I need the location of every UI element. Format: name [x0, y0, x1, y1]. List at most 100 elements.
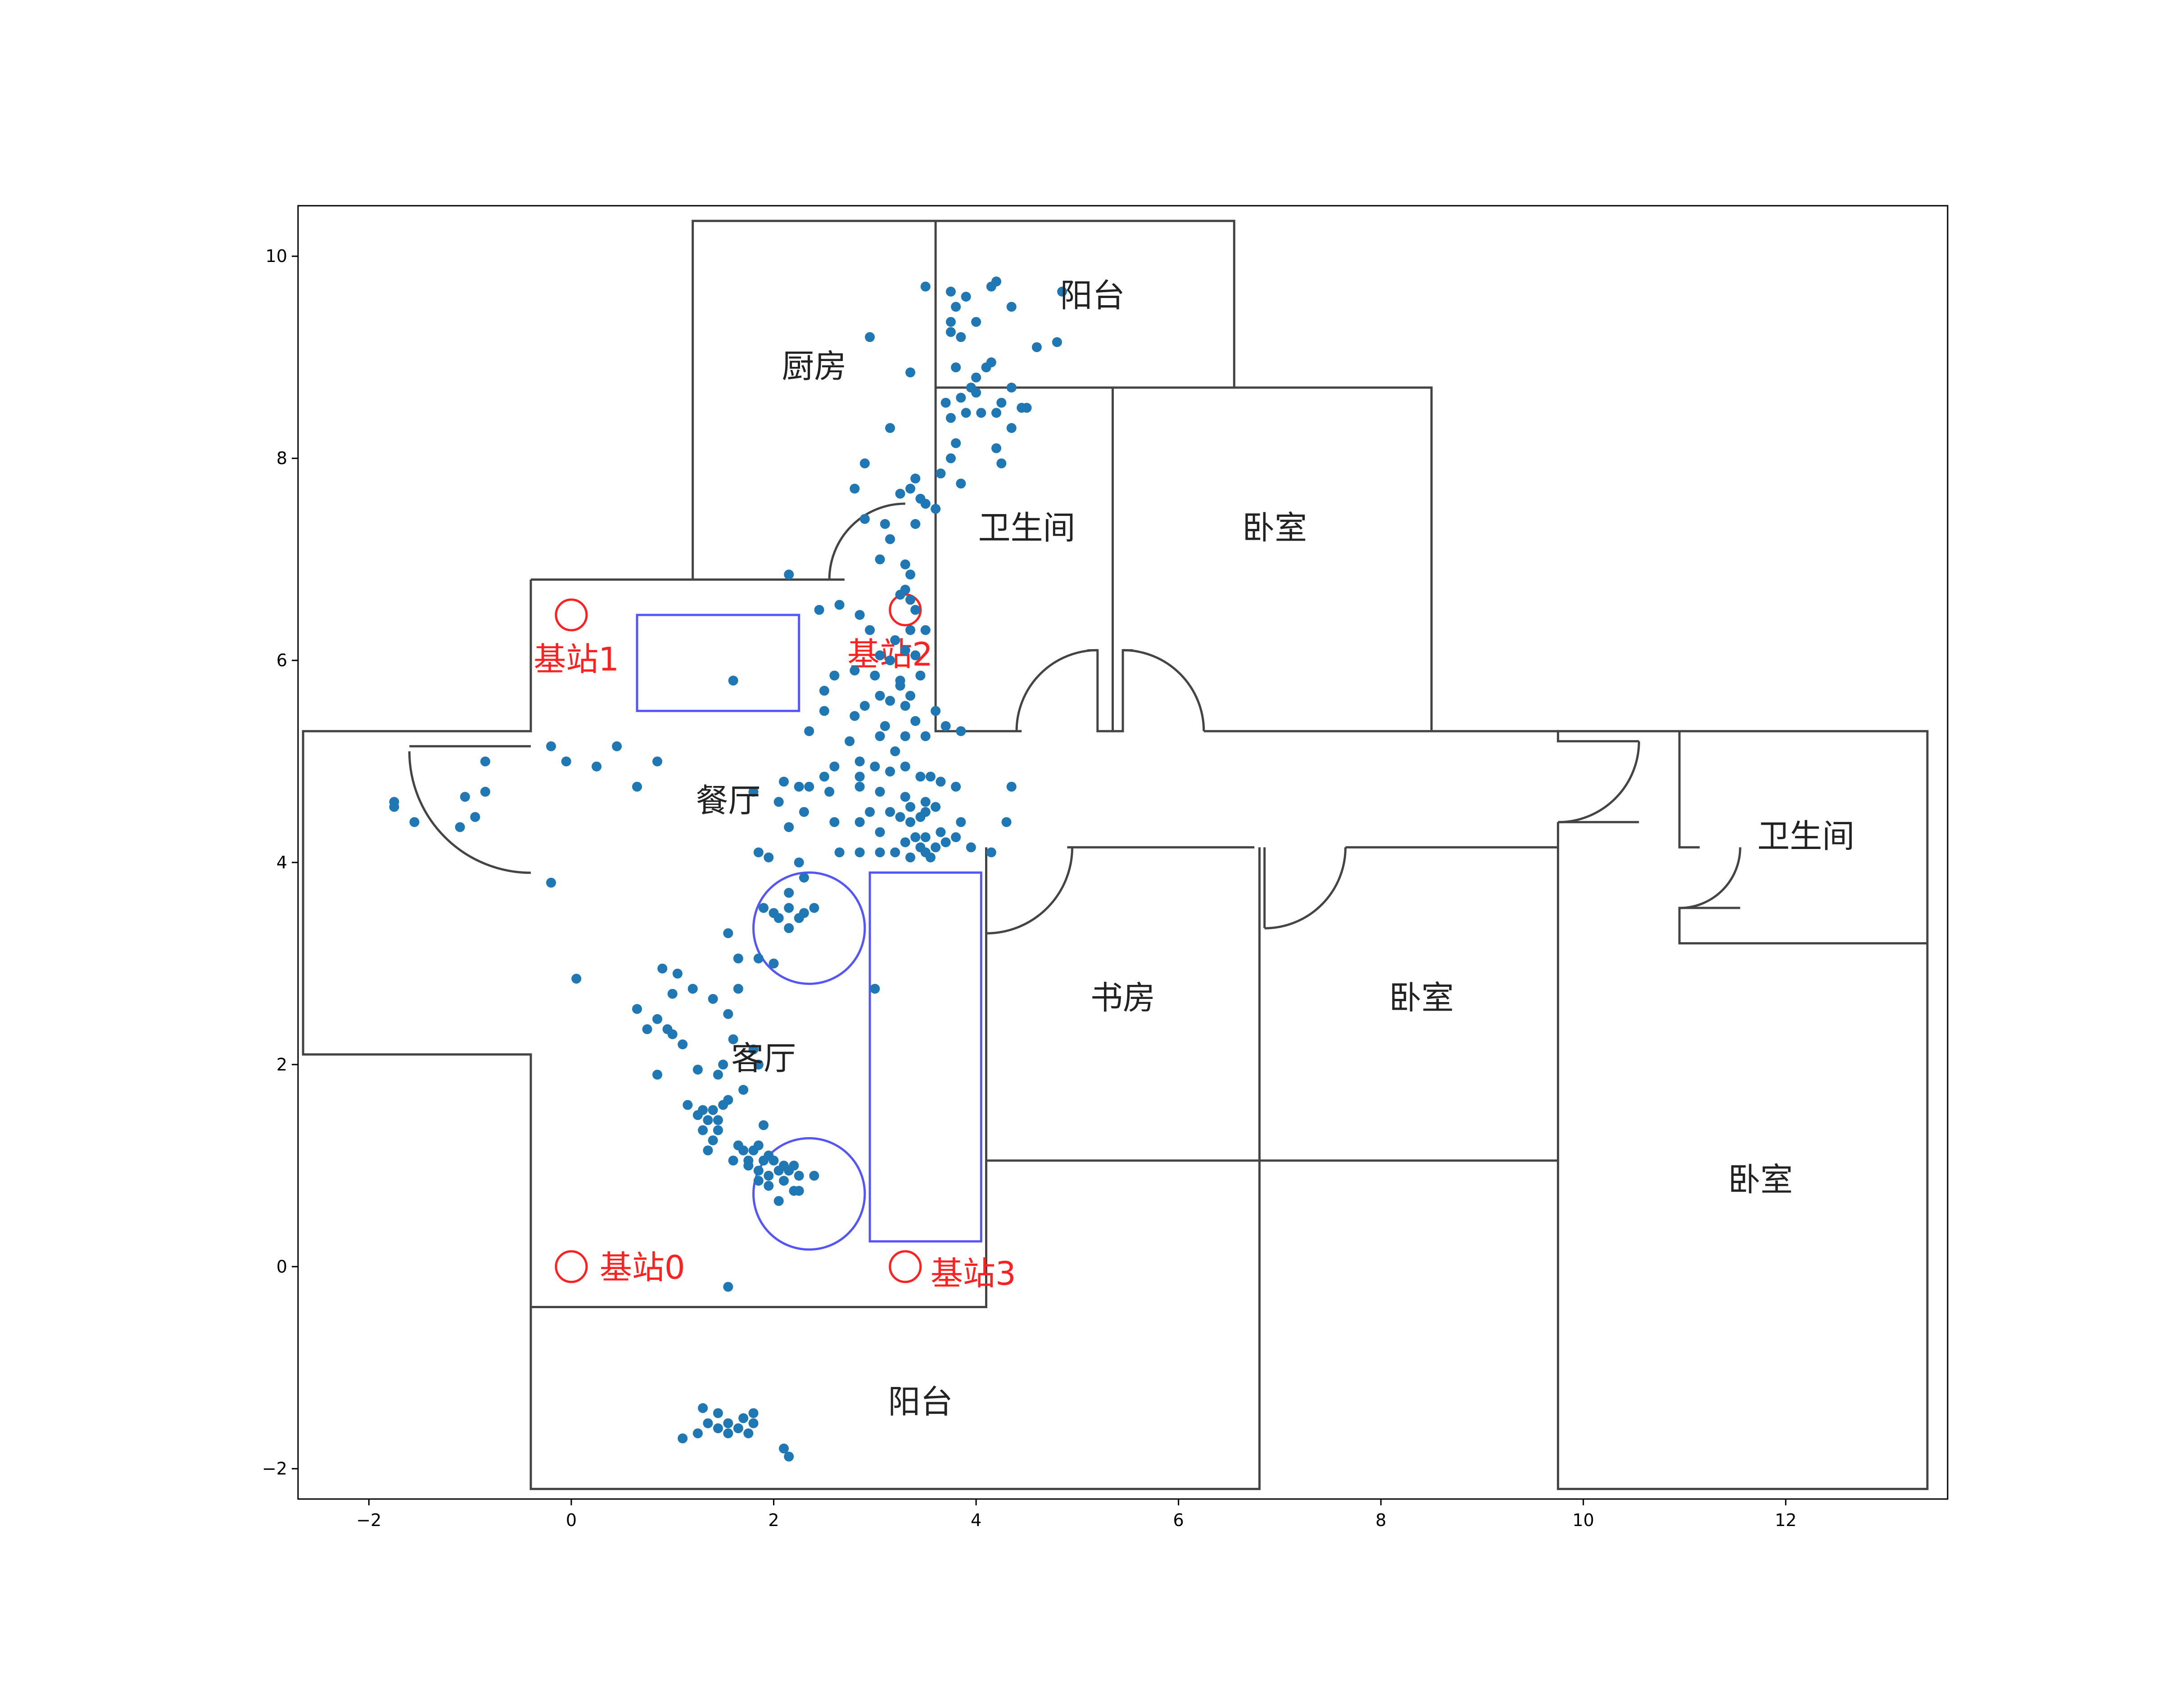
- scatter-point: [895, 488, 905, 499]
- scatter-point: [657, 963, 668, 974]
- scatter-point: [692, 1428, 703, 1439]
- station-marker: [555, 1250, 588, 1283]
- scatter-point: [743, 1161, 754, 1171]
- scatter-point: [773, 1196, 784, 1206]
- scatter-point: [708, 994, 718, 1004]
- scatter-point: [612, 741, 622, 751]
- scatter-point: [642, 1024, 652, 1034]
- door-arc: [1679, 847, 1741, 909]
- station-label: 基站0: [600, 1249, 685, 1287]
- scatter-point: [723, 1428, 733, 1439]
- furniture-rect: [868, 871, 982, 1243]
- scatter-point: [850, 665, 860, 676]
- scatter-point: [936, 777, 946, 787]
- x-tick-label: 12: [1775, 1510, 1796, 1530]
- y-tick-label: 8: [276, 448, 287, 468]
- scatter-point: [692, 1065, 703, 1075]
- room-label: 阳台: [888, 1383, 953, 1421]
- scatter-point: [855, 610, 865, 620]
- scatter-point: [956, 817, 966, 827]
- scatter-point: [956, 479, 966, 489]
- scatter-point: [728, 1156, 738, 1166]
- scatter-point: [713, 1408, 723, 1418]
- scatter-point: [910, 519, 921, 529]
- x-tick-label: 6: [1173, 1510, 1184, 1530]
- scatter-point: [713, 1423, 723, 1433]
- scatter-point: [875, 731, 885, 741]
- scatter-point: [956, 393, 966, 403]
- scatter-point: [885, 695, 895, 706]
- scatter-point: [819, 706, 829, 716]
- scatter-point: [829, 670, 840, 681]
- furniture-rect: [636, 614, 800, 712]
- scatter-point: [991, 276, 1001, 287]
- scatter-point: [905, 367, 915, 378]
- scatter-point: [1006, 383, 1017, 393]
- scatter-point: [764, 1181, 774, 1191]
- scatter-point: [753, 953, 764, 964]
- scatter-point: [855, 847, 865, 858]
- scatter-point: [389, 802, 399, 812]
- scatter-point: [870, 761, 880, 772]
- scatter-point: [920, 281, 931, 292]
- scatter-point: [733, 953, 743, 964]
- scatter-point: [759, 903, 769, 913]
- scatter-point: [764, 852, 774, 863]
- scatter-point: [819, 686, 829, 696]
- scatter-point: [698, 1125, 708, 1135]
- scatter-point: [951, 781, 961, 792]
- scatter-point: [824, 786, 835, 797]
- scatter-point: [769, 958, 779, 969]
- scatter-point: [945, 317, 956, 327]
- room-label: 卧室: [1242, 509, 1307, 547]
- scatter-point: [910, 650, 921, 660]
- scatter-point: [723, 1282, 733, 1292]
- scatter-point: [910, 716, 921, 726]
- scatter-point: [870, 984, 880, 994]
- scatter-point: [945, 327, 956, 337]
- scatter-point: [1006, 781, 1017, 792]
- scatter-point: [692, 1110, 703, 1120]
- scatter-point: [910, 474, 921, 483]
- scatter-point: [986, 357, 996, 367]
- scatter-point: [920, 832, 931, 842]
- scatter-point: [850, 483, 860, 494]
- scatter-point: [986, 847, 996, 858]
- y-tick-label: −2: [262, 1459, 287, 1479]
- x-tick-label: 8: [1375, 1510, 1386, 1530]
- room-label: 餐厅: [696, 782, 760, 820]
- scatter-point: [905, 691, 915, 701]
- scatter-point: [925, 772, 936, 782]
- room-label: 书房: [1090, 979, 1155, 1016]
- door-arc: [1558, 741, 1640, 823]
- scatter-point: [859, 458, 870, 469]
- scatter-point: [794, 857, 804, 867]
- scatter-point: [855, 781, 865, 792]
- scatter-point: [920, 625, 931, 635]
- scatter-point: [804, 726, 814, 736]
- scatter-point: [971, 317, 981, 327]
- scatter-point: [890, 847, 900, 858]
- scatter-point: [925, 852, 936, 863]
- scatter-point: [991, 443, 1001, 453]
- scatter-point: [723, 1418, 733, 1428]
- station-label: 基站3: [931, 1255, 1016, 1292]
- scatter-point: [895, 812, 905, 822]
- scatter-point: [890, 635, 900, 646]
- y-tick-label: 6: [276, 650, 287, 670]
- scatter-point: [885, 655, 895, 665]
- scatter-point: [905, 802, 915, 812]
- scatter-point: [905, 595, 915, 605]
- scatter-point: [885, 423, 895, 433]
- y-tick-label: 4: [276, 853, 287, 872]
- scatter-point: [971, 372, 981, 383]
- scatter-point: [890, 746, 900, 756]
- door-arc: [1122, 649, 1205, 732]
- scatter-point: [784, 1165, 794, 1176]
- scatter-point: [829, 817, 840, 827]
- scatter-point: [936, 468, 946, 479]
- wall-segment: [1678, 731, 1700, 849]
- scatter-point: [592, 761, 602, 772]
- scatter-point: [708, 1105, 718, 1115]
